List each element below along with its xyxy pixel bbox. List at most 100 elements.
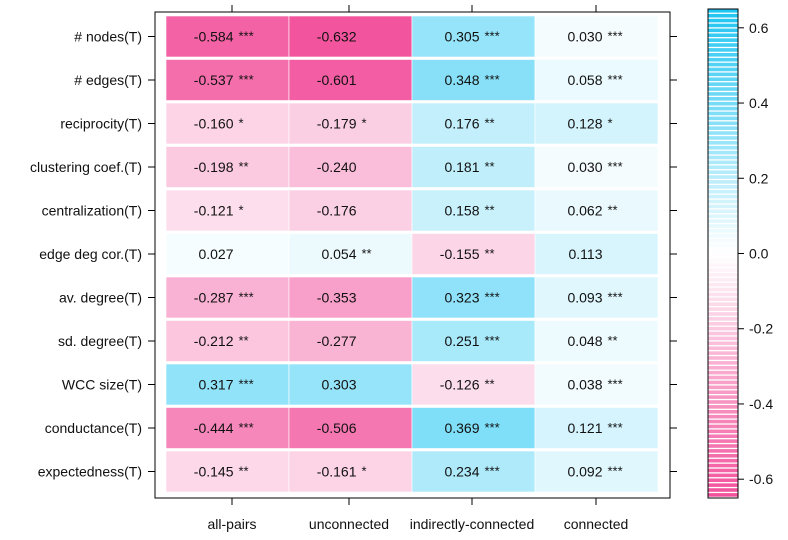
colorbar-strip (708, 429, 738, 434)
significance-stars: * (608, 116, 613, 131)
significance-stars: *** (239, 420, 254, 435)
heatmap-cell (411, 450, 536, 493)
y-tick-label: sd. degree(T) (58, 333, 142, 349)
cell-value-label: -0.160 (194, 116, 234, 132)
colorbar-strip (708, 297, 738, 302)
x-axis: all-pairs unconnected indirectly-connected… (207, 5, 628, 532)
colorbar-strip (708, 145, 738, 150)
cell-value-label: -0.126 (440, 377, 480, 393)
heatmap-cell (288, 407, 413, 449)
significance-stars: ** (362, 246, 372, 261)
y-tick-label: clustering coef.(T) (30, 159, 142, 175)
cell-value-label: -0.537 (194, 72, 234, 88)
colorbar-strip (708, 375, 738, 380)
heatmap-cell (534, 59, 659, 101)
colorbar-strip (708, 356, 738, 360)
significance-stars: *** (608, 29, 623, 44)
colorbar-strip (708, 326, 738, 331)
colorbar-strip (708, 331, 738, 336)
colorbar-strip (708, 380, 738, 385)
plot-frame (154, 11, 671, 499)
colorbar-strip (708, 101, 738, 106)
heatmap-cells (165, 15, 659, 493)
significance-stars: ** (239, 333, 249, 348)
cell-value-label: 0.176 (444, 116, 479, 132)
colorbar-strip (708, 53, 738, 57)
cell-value-label: 0.317 (198, 377, 233, 393)
significance-stars: *** (485, 290, 500, 305)
heatmap-cell (288, 15, 413, 58)
significance-stars: ** (485, 203, 495, 218)
colorbar-strip (708, 204, 738, 209)
cell-value-label: 0.305 (444, 29, 479, 45)
colorbar-strip (708, 233, 738, 238)
cell-value-label: -0.584 (194, 29, 234, 45)
cell-value-label: 0.054 (321, 246, 356, 262)
colorbar-strip (708, 67, 738, 72)
heatmap-cell (288, 102, 413, 145)
colorbar-strip (708, 38, 738, 42)
colorbar-strip (708, 13, 738, 18)
colorbar-strip (708, 97, 738, 101)
colorbar-tick-label: 0.4 (749, 95, 769, 111)
significance-stars: *** (608, 420, 623, 435)
heatmap-cell (165, 233, 290, 275)
heatmap-cell (411, 59, 536, 101)
colorbar-strip (708, 209, 738, 214)
heatmap-cell (165, 407, 290, 449)
colorbar-strip (708, 175, 738, 179)
colorbar-strip (708, 180, 738, 184)
colorbar-strip (708, 126, 738, 130)
cell-value-label: -0.121 (194, 203, 234, 219)
significance-stars: *** (608, 72, 623, 87)
cell-value-label: -0.240 (317, 159, 357, 175)
colorbar-strip (708, 155, 738, 160)
colorbar-strip (708, 312, 738, 316)
cell-value-label: 0.058 (567, 72, 602, 88)
significance-stars: *** (485, 464, 500, 479)
significance-stars: ** (485, 159, 495, 174)
colorbar-strip (708, 424, 738, 429)
cell-value-label: 0.030 (567, 159, 602, 175)
heatmap-cell (411, 363, 536, 406)
colorbar-strip (708, 458, 738, 463)
colorbar-strip (708, 224, 738, 228)
colorbar-strip (708, 385, 738, 390)
colorbar-strip (708, 277, 738, 282)
heatmap-cell (288, 363, 413, 406)
heatmap-cell (534, 407, 659, 449)
heatmap-cell (288, 59, 413, 101)
colorbar-tick-label: -0.6 (749, 471, 773, 487)
colorbar-strip (708, 28, 738, 33)
colorbar-strip (708, 317, 738, 321)
y-axis: # nodes(T) # edges(T) reciprocity(T) cluste… (30, 29, 677, 480)
colorbar-strip (708, 150, 738, 155)
cell-value-label: -0.179 (317, 116, 357, 132)
significance-stars: *** (608, 159, 623, 174)
colorbar-strip (708, 43, 738, 47)
cell-value-label: -0.601 (317, 72, 357, 88)
colorbar-strip (708, 87, 738, 91)
heatmap-cell (288, 189, 413, 232)
colorbar-strip (708, 365, 738, 370)
colorbar-strip (708, 48, 738, 52)
heatmap-cell (534, 233, 659, 275)
significance-stars: *** (239, 72, 254, 87)
colorbar-strip (708, 468, 738, 473)
cell-value-label: 0.369 (444, 420, 479, 436)
colorbar-strip (708, 18, 738, 23)
significance-stars: * (362, 116, 367, 131)
heatmap-cell (288, 146, 413, 188)
heatmap-cell (411, 407, 536, 449)
colorbar-strip (708, 321, 738, 326)
cell-value-label: 0.181 (444, 159, 479, 175)
colorbar-strip (708, 449, 738, 453)
colorbar-strip (708, 33, 738, 38)
colorbar-strip (708, 405, 738, 409)
colorbar-strip (708, 488, 738, 492)
colorbar-strip (708, 106, 738, 111)
colorbar-strip (708, 116, 738, 121)
cell-value-label: 0.038 (567, 377, 602, 393)
colorbar-strip (708, 419, 738, 424)
heatmap-cell (165, 189, 290, 232)
